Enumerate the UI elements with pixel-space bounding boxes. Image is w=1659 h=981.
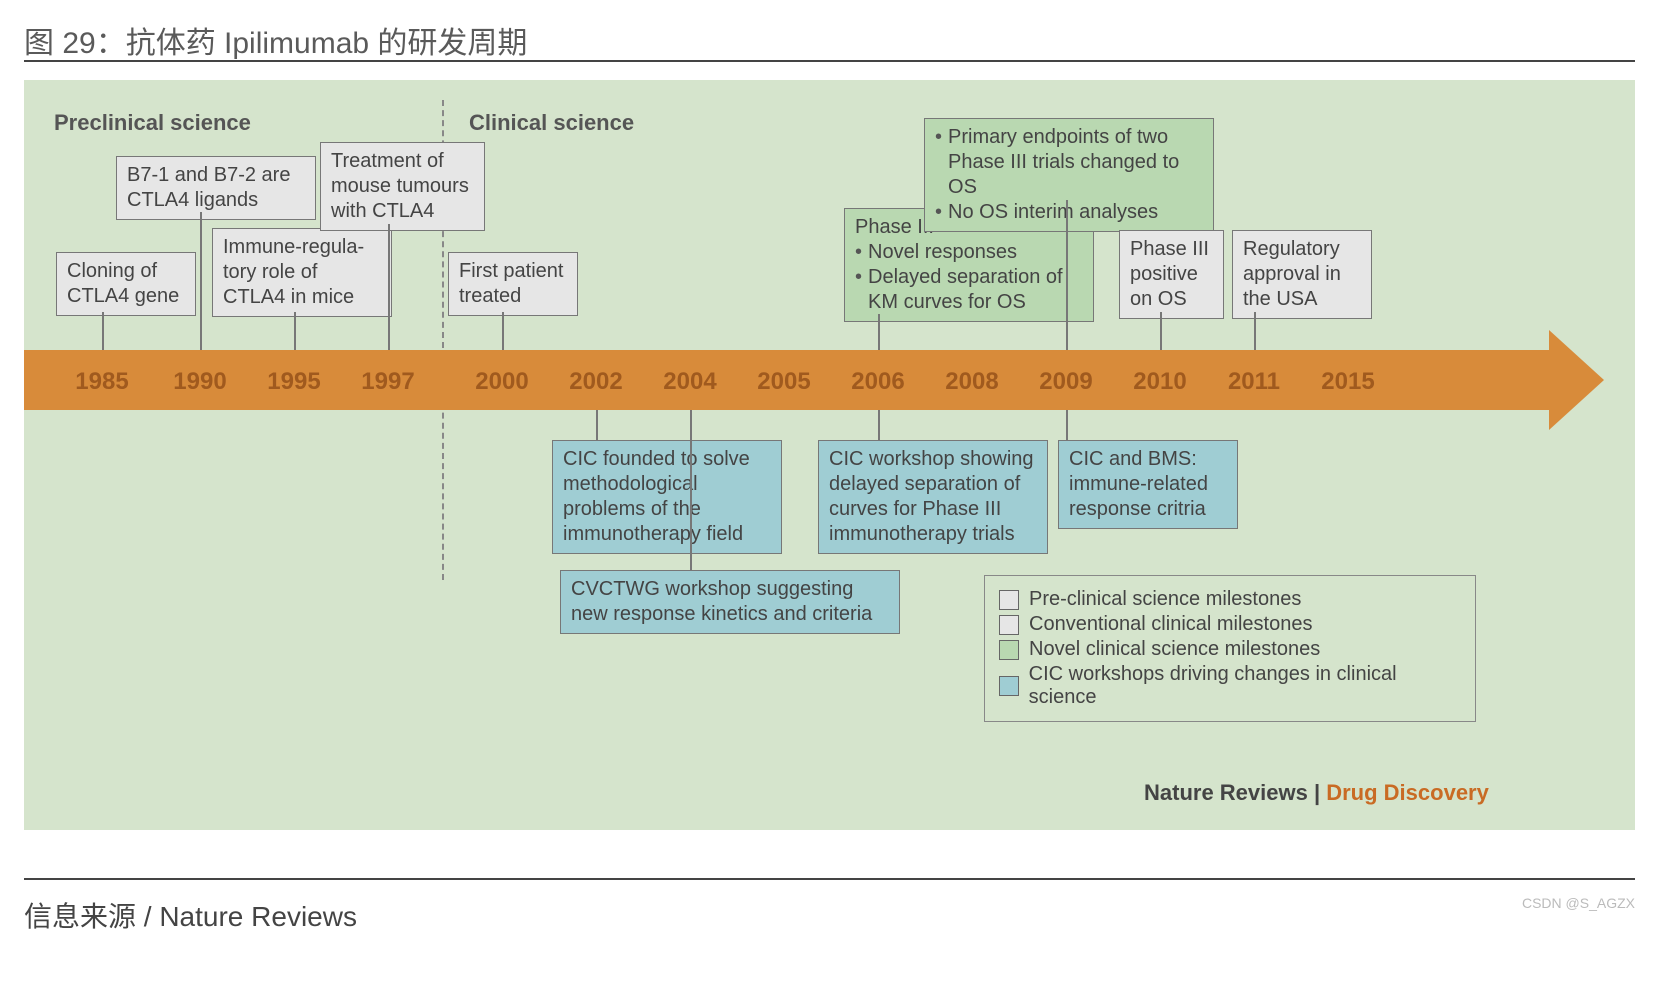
conn-phase2: [878, 314, 880, 350]
box-cic-founded: CIC founded to solvemethodologicalproble…: [552, 440, 782, 554]
box-reg-approval: Regulatoryapproval inthe USA: [1232, 230, 1372, 319]
year-2006: 2006: [851, 368, 904, 396]
section-clinical: Clinical science: [469, 110, 634, 136]
figure-title: 图 29：抗体药 Ipilimumab 的研发周期: [24, 18, 527, 62]
conn-cvctwg: [690, 410, 692, 570]
conn-cic-founded: [596, 410, 598, 440]
timeline-diagram: Preclinical science Clinical science 1985 1…: [24, 80, 1635, 830]
year-2000: 2000: [475, 368, 528, 396]
box-phase3-pos: Phase IIIpositiveon OS: [1119, 230, 1224, 319]
rule-bottom: [24, 878, 1635, 880]
conn-phase3-pos: [1160, 312, 1162, 350]
box-cic-workshop: CIC workshop showingdelayed separation o…: [818, 440, 1048, 554]
box-first-patient: First patienttreated: [448, 252, 578, 316]
conn-first-patient: [502, 312, 504, 350]
box-immune-reg: Immune-regula-tory role ofCTLA4 in mice: [212, 228, 392, 317]
year-1997: 1997: [361, 368, 414, 396]
year-2015: 2015: [1321, 368, 1374, 396]
year-2005: 2005: [757, 368, 810, 396]
legend: Pre-clinical science milestonesConventio…: [984, 575, 1476, 722]
box-b7: B7-1 and B7-2 areCTLA4 ligands: [116, 156, 316, 220]
conn-b7: [200, 212, 202, 350]
year-2011: 2011: [1228, 368, 1280, 396]
attribution: Nature Reviews | Drug Discovery: [1144, 780, 1489, 806]
year-2009: 2009: [1039, 368, 1092, 396]
box-mouse-tumour: Treatment ofmouse tumourswith CTLA4: [320, 142, 485, 231]
box-ctla4-clone: Cloning ofCTLA4 gene: [56, 252, 196, 316]
conn-immune-reg: [294, 312, 296, 350]
year-1985: 1985: [75, 368, 128, 396]
conn-ctla4-clone: [102, 312, 104, 350]
year-2010: 2010: [1133, 368, 1186, 396]
box-phase3-change: Primary endpoints of two Phase III trial…: [924, 118, 1214, 232]
conn-reg-approval: [1254, 312, 1256, 350]
conn-phase3-change: [1066, 200, 1068, 350]
year-1990: 1990: [173, 368, 226, 396]
conn-mouse-tumour: [388, 224, 390, 350]
watermark: CSDN @S_AGZX: [1522, 895, 1635, 911]
section-preclinical: Preclinical science: [54, 110, 251, 136]
source-label: 信息来源 / Nature Reviews: [24, 895, 357, 935]
year-2002: 2002: [569, 368, 622, 396]
year-1995: 1995: [267, 368, 320, 396]
timeline-arrow-head: [1549, 330, 1604, 430]
conn-cic-workshop: [878, 410, 880, 440]
box-cic-bms: CIC and BMS:immune-relatedresponse critr…: [1058, 440, 1238, 529]
rule-top: [24, 60, 1635, 62]
conn-cic-bms: [1066, 410, 1068, 440]
year-2004: 2004: [663, 368, 716, 396]
year-2008: 2008: [945, 368, 998, 396]
box-cvctwg: CVCTWG workshop suggestingnew response k…: [560, 570, 900, 634]
